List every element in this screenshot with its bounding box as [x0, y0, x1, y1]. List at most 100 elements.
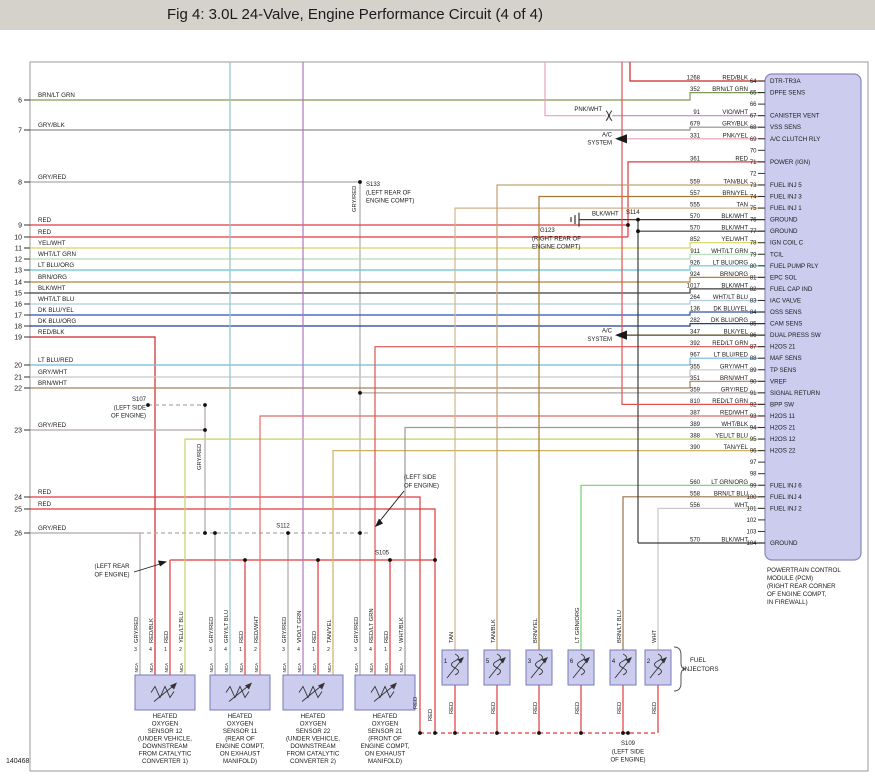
annotation-label: S105 [375, 551, 390, 557]
pcm-circuit-number: 679 [690, 122, 701, 128]
pcm-pin-number: 74 [750, 195, 757, 201]
sensor-wire-pin: 4 [149, 647, 152, 653]
left-pin-number: 7 [18, 128, 22, 135]
left-pin-number: 10 [14, 235, 22, 242]
pcm-pin-name: IAC VALVE [770, 297, 801, 304]
wire-pin21-tp-sens [30, 369, 765, 378]
wire-pin16-iac-valve [30, 299, 765, 305]
wire-ho2s12-signal [184, 438, 765, 675]
sensor-wire-color: GRY/RED [134, 617, 140, 643]
s112-location-arrow-line [378, 490, 405, 523]
pcm-pin-number: 88 [750, 356, 757, 362]
annotation-label: (LEFT SIDE [404, 475, 436, 481]
sensor-wire-color: RED [312, 631, 318, 643]
annotation-label: FUEL [690, 657, 707, 664]
pcm-circuit-number: 924 [690, 272, 701, 278]
sensor-caption: FROM CATALYTIC [287, 751, 340, 758]
annotation-label: OF ENGINE) [94, 573, 129, 579]
pcm-pin-77: 77 570 BLK/WHT GROUND [690, 226, 798, 236]
wire-inj2-wht [657, 507, 765, 650]
left-pin-number: 24 [14, 495, 22, 502]
pcm-pin-name: SIGNAL RETURN [770, 390, 820, 397]
sensor-wire-pin: 4 [297, 647, 300, 653]
pcm-pin-number: 75 [750, 206, 757, 212]
pcm-circuit-number: 388 [690, 434, 701, 440]
sensor-caption: MANIFOLD) [223, 758, 257, 765]
pcm-pin-name: POWER (IGN) [770, 159, 810, 166]
sensor-wire-pin: 1 [164, 647, 167, 653]
sensor-caption: OXYGEN [227, 721, 253, 728]
pcm-circuit-number: 136 [690, 307, 701, 313]
sensor-wire-color: RED/LT GRN [369, 608, 375, 643]
doc-number: 140468 [6, 758, 29, 765]
pcm-circuit-number: 347 [690, 330, 701, 336]
pcm-pin-name: IGN COIL C [770, 240, 804, 247]
pcm-circuit-number: 967 [690, 353, 701, 359]
fuel-injector-3: 3 BRN/YEL RED [525, 617, 553, 714]
pcm-pin-78: 78 852 YEL/WHT IGN COIL C [690, 237, 804, 247]
pcm-pin-88: 88 967 LT BLU/RED MAF SENS [690, 353, 802, 363]
pcm-pin-71: 71 361 RED POWER (IGN) [690, 156, 810, 166]
annotation-label: OF ENGINE) [111, 414, 146, 420]
pcm-pin-number: 65 [750, 91, 757, 97]
sensor-caption: DOWNSTREAM [290, 743, 335, 750]
pcm-wire-color: BLK/WHT [721, 214, 748, 220]
wire-pin14-epc-sol [30, 276, 765, 283]
left-pin-21: 21 GRY/WHT [14, 369, 67, 382]
left-pin-wire-color: BLK/WHT [38, 285, 66, 292]
pcm-pin-name: FUEL INJ 4 [770, 494, 802, 501]
pcm-circuit-number: 1017 [687, 283, 701, 289]
pcm-pin-name: FUEL INJ 6 [770, 482, 802, 489]
resistor-arrow [153, 684, 176, 702]
left-pin-wire-color: RED/BLK [38, 329, 65, 336]
pcm-wire-color: LT GRN/ORG [711, 480, 748, 486]
left-pin-20: 20 LT BLU/RED [14, 357, 74, 370]
pcm-wire-color: BLK/WHT [721, 538, 748, 544]
left-pin-wire-color: GRY/RED [38, 174, 67, 181]
sensor-caption: (FRONT OF [368, 736, 402, 743]
sensor-cavity-label: NCA [327, 662, 332, 673]
sensor-caption: HEATED [373, 713, 398, 720]
splice-dot [433, 558, 437, 562]
pcm-wire-color: RED/LT GRN [712, 341, 748, 347]
annotation-label: (LEFT REAR [95, 564, 131, 570]
pcm-pin-85: 85 282 DK BLU/ORG CAM SENS [690, 318, 802, 328]
fuel-injector-5: 5 TAN/BLK RED [483, 619, 511, 714]
injector-red-wire-label: RED [617, 702, 623, 714]
sensor-caption: HEATED [228, 713, 253, 720]
pcm-pin-name: H2OS 12 [770, 436, 796, 443]
pcm-wire-color: GRY/WHT [720, 364, 749, 370]
splice-dot [418, 731, 422, 735]
splice-dot [636, 217, 640, 222]
sensor-wire-pin: 2 [179, 647, 182, 653]
wire-pin17-oss-sens [30, 311, 765, 316]
injector-red-wire-label: RED [575, 702, 581, 714]
left-pin-12: 12 WHT/LT GRN [14, 251, 76, 264]
splice-dot [537, 731, 541, 735]
pcm-pin-number: 99 [750, 483, 757, 489]
left-pin-13: 13 LT BLU/ORG [14, 262, 74, 275]
annotation-label: (LEFT REAR OF [366, 191, 411, 197]
pcm-pin-number: 96 [750, 449, 757, 455]
wire-pin22-vref [30, 380, 765, 389]
pcm-pin-91: 91 359 GRY/RED SIGNAL RETURN [690, 387, 820, 397]
pcm-pin-number: 83 [750, 298, 757, 304]
pcm-pin-93: 93 387 RED/WHT H2OS 11 [690, 410, 796, 420]
pcm-box [764, 73, 862, 561]
pcm-wire-color: GRY/RED [721, 387, 749, 393]
pcm-circuit-number: 331 [690, 133, 701, 139]
pcm-pin-94: 94 389 WHT/BLK H2OS 21 [690, 422, 796, 432]
annotation-label: (RIGHT REAR OF [532, 237, 581, 243]
pcm-pin-name: BPP SW [770, 401, 794, 408]
ho2s-21: GRY/RED 3 NCA RED/LT GRN 4 NCA RED 1 NCA WHT/BLK 2… [354, 608, 416, 765]
left-pin-6: 6 BRN/LT GRN [18, 92, 75, 105]
pcm-wire-color: BRN/ORG [720, 272, 748, 278]
sensor-cavity-label: NCA [282, 662, 287, 673]
sensor-caption: FROM CATALYTIC [139, 751, 192, 758]
left-pin-wire-color: RED [38, 501, 52, 508]
resistor-symbol [298, 685, 323, 699]
pcm-circuit-number: 555 [690, 203, 701, 209]
pcm-pin-name: EPC SOL [770, 274, 797, 281]
sensor-cavity-label: NCA [399, 662, 404, 673]
left-pin-18: 18 DK BLU/ORG [14, 318, 76, 331]
